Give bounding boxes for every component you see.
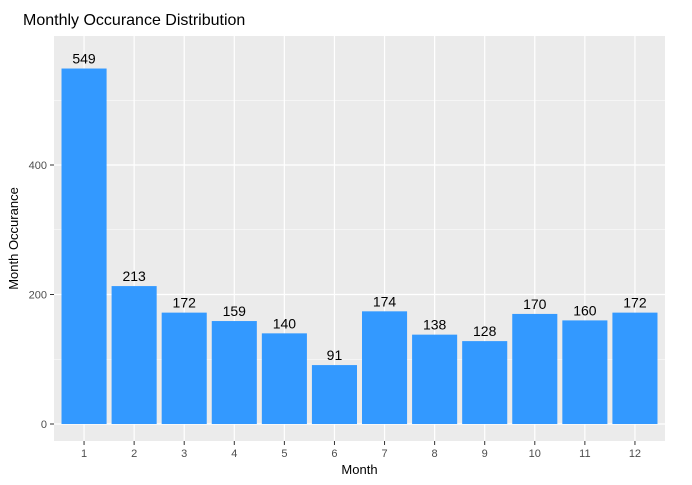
bar [612, 312, 658, 424]
bar [412, 334, 458, 424]
bar [562, 320, 608, 424]
x-tick-label: 5 [281, 448, 287, 460]
x-tick-label: 4 [231, 448, 237, 460]
chart-title: Monthly Occurance Distribution [23, 12, 245, 29]
bar-value-label: 549 [72, 51, 96, 67]
data-labels: 549 213 172 159 140 91 174 138 128 170 160 172 [72, 51, 646, 364]
bar-value-label: 174 [373, 293, 397, 309]
bar-value-label: 91 [327, 347, 343, 363]
x-tick-label: 8 [432, 448, 438, 460]
bar [161, 312, 207, 424]
y-tick-label: 200 [29, 290, 47, 302]
x-tick-label: 10 [529, 448, 541, 460]
y-axis: 0 200 400 [29, 160, 54, 431]
x-tick-label: 3 [181, 448, 187, 460]
bar-value-label: 140 [273, 315, 297, 331]
x-axis: 1 2 3 4 5 6 7 8 9 10 11 12 [81, 441, 641, 460]
bar [261, 333, 307, 424]
y-axis-title: Month Occurance [6, 187, 21, 290]
bar-value-label: 172 [173, 295, 197, 311]
x-tick-label: 9 [482, 448, 488, 460]
bars [61, 68, 658, 425]
bar [311, 365, 357, 424]
bar-value-label: 170 [523, 296, 547, 312]
x-tick-label: 12 [629, 448, 641, 460]
bar-value-label: 213 [122, 268, 146, 284]
bar-value-label: 172 [623, 295, 647, 311]
bar [111, 286, 157, 424]
x-tick-label: 11 [579, 448, 590, 460]
bar-value-label: 128 [473, 323, 497, 339]
bar [462, 341, 508, 424]
bar [512, 313, 558, 424]
y-tick-label: 0 [41, 419, 47, 431]
y-tick-label: 400 [29, 160, 47, 172]
x-tick-label: 6 [331, 448, 337, 460]
bar-value-label: 138 [423, 317, 447, 333]
x-tick-label: 7 [381, 448, 387, 460]
bar [211, 321, 257, 424]
x-tick-label: 2 [131, 448, 137, 460]
x-tick-label: 1 [81, 448, 87, 460]
bar [61, 68, 107, 425]
x-axis-title: Month [341, 462, 377, 477]
bar [362, 311, 408, 424]
bar-value-label: 159 [223, 303, 247, 319]
bar-value-label: 160 [573, 302, 597, 318]
